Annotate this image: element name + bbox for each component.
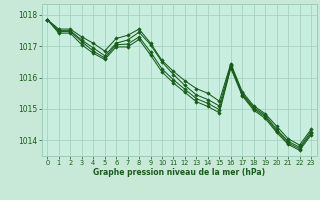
X-axis label: Graphe pression niveau de la mer (hPa): Graphe pression niveau de la mer (hPa) — [93, 168, 265, 177]
